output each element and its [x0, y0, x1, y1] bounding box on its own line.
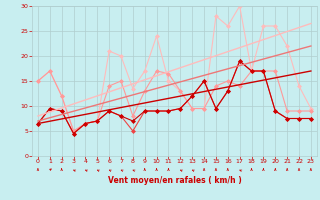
- X-axis label: Vent moyen/en rafales ( km/h ): Vent moyen/en rafales ( km/h ): [108, 176, 241, 185]
